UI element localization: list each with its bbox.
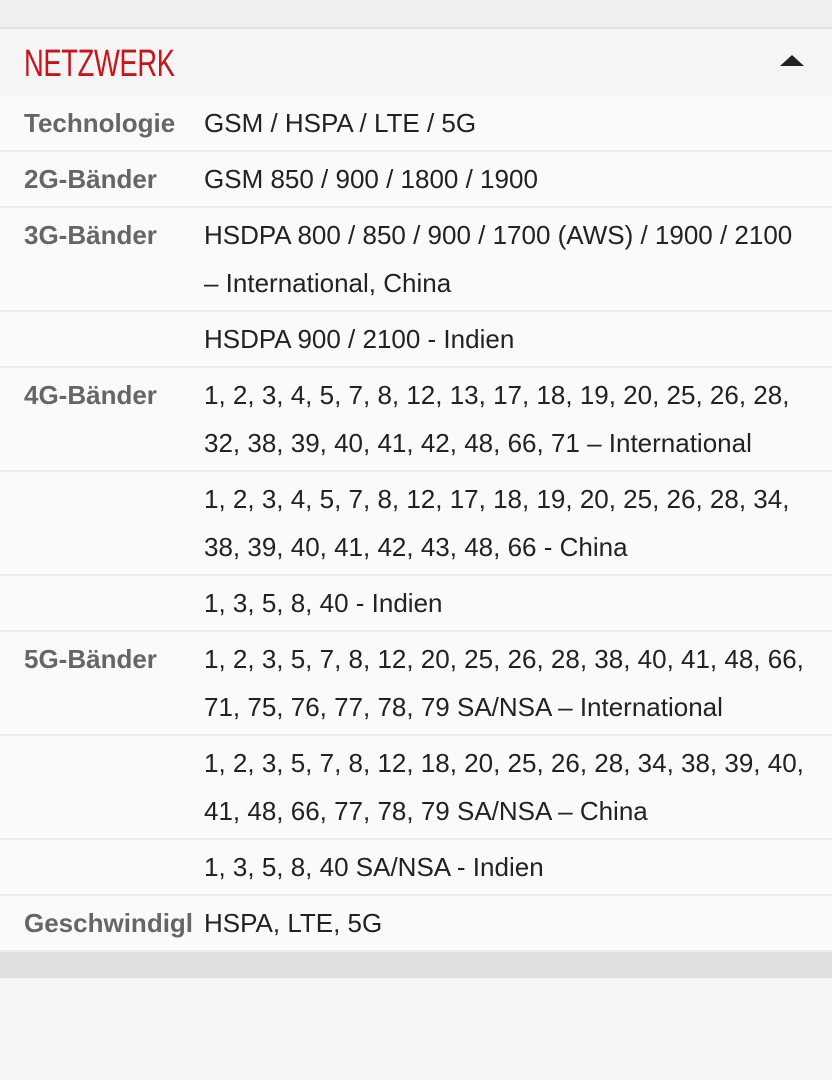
spec-row: 2G-Bänder GSM 850 / 900 / 1800 / 1900 — [0, 151, 832, 208]
spec-row: HSDPA 900 / 2100 - Indien — [0, 311, 832, 368]
spec-row: 1, 3, 5, 8, 40 - Indien — [0, 575, 832, 632]
spec-row: 3G-Bänder HSDPA 800 / 850 / 900 / 1700 (A… — [0, 207, 832, 312]
spec-label — [0, 471, 204, 576]
spec-value: 1, 2, 3, 4, 5, 7, 8, 12, 17, 18, 19, 20,… — [204, 471, 832, 576]
spec-value: 1, 2, 3, 4, 5, 7, 8, 12, 13, 17, 18, 19,… — [204, 367, 832, 472]
spec-value: HSDPA 800 / 850 / 900 / 1700 (AWS) / 190… — [204, 207, 832, 312]
spec-value: GSM 850 / 900 / 1800 / 1900 — [204, 151, 832, 208]
spec-value: 1, 3, 5, 8, 40 SA/NSA - Indien — [204, 839, 832, 896]
spec-value: HSPA, LTE, 5G — [204, 895, 832, 952]
network-specs-table: Technologie GSM / HSPA / LTE / 5G 2G-Bände… — [0, 96, 832, 952]
spec-label — [0, 311, 204, 368]
spec-value: 1, 2, 3, 5, 7, 8, 12, 18, 20, 25, 26, 28… — [204, 735, 832, 840]
spec-row: 1, 2, 3, 5, 7, 8, 12, 18, 20, 25, 26, 28… — [0, 735, 832, 840]
spec-value: GSM / HSPA / LTE / 5G — [204, 96, 832, 152]
spec-label: 3G-Bänder — [0, 207, 204, 312]
spec-label-text: 5G-Bänder — [24, 644, 157, 674]
spec-label — [0, 839, 204, 896]
triangle-up-icon[interactable] — [780, 55, 804, 66]
spec-label-text: 3G-Bänder — [24, 220, 157, 250]
spec-label — [0, 735, 204, 840]
spec-label-text: Technologie — [24, 108, 176, 138]
spec-label: 4G-Bänder — [0, 367, 204, 472]
section-divider — [0, 952, 832, 978]
spec-row: Geschwindigl HSPA, LTE, 5G — [0, 895, 832, 952]
spec-value: HSDPA 900 / 2100 - Indien — [204, 311, 832, 368]
top-bar — [0, 0, 832, 29]
spec-label — [0, 575, 204, 632]
spec-label: 2G-Bänder — [0, 151, 204, 208]
section-header-netzwerk[interactable]: NETZWERK — [0, 29, 832, 96]
spec-label: 5G-Bänder — [0, 631, 204, 736]
spec-label-text: Geschwindigl — [24, 908, 194, 938]
spec-value: 1, 3, 5, 8, 40 - Indien — [204, 575, 832, 632]
spec-row: 1, 3, 5, 8, 40 SA/NSA - Indien — [0, 839, 832, 896]
spec-label-text: 2G-Bänder — [24, 164, 157, 194]
spec-row: 1, 2, 3, 4, 5, 7, 8, 12, 17, 18, 19, 20,… — [0, 471, 832, 576]
section-title: NETZWERK — [24, 43, 175, 85]
spec-row: Technologie GSM / HSPA / LTE / 5G — [0, 96, 832, 152]
spec-label: Technologie — [0, 96, 204, 152]
spec-row: 4G-Bänder 1, 2, 3, 4, 5, 7, 8, 12, 13, 17… — [0, 367, 832, 472]
spec-value: 1, 2, 3, 5, 7, 8, 12, 20, 25, 26, 28, 38… — [204, 631, 832, 736]
spec-row: 5G-Bänder 1, 2, 3, 5, 7, 8, 12, 20, 25, 2… — [0, 631, 832, 736]
spec-label-text: 4G-Bänder — [24, 380, 157, 410]
spec-label: Geschwindigl — [0, 895, 204, 952]
